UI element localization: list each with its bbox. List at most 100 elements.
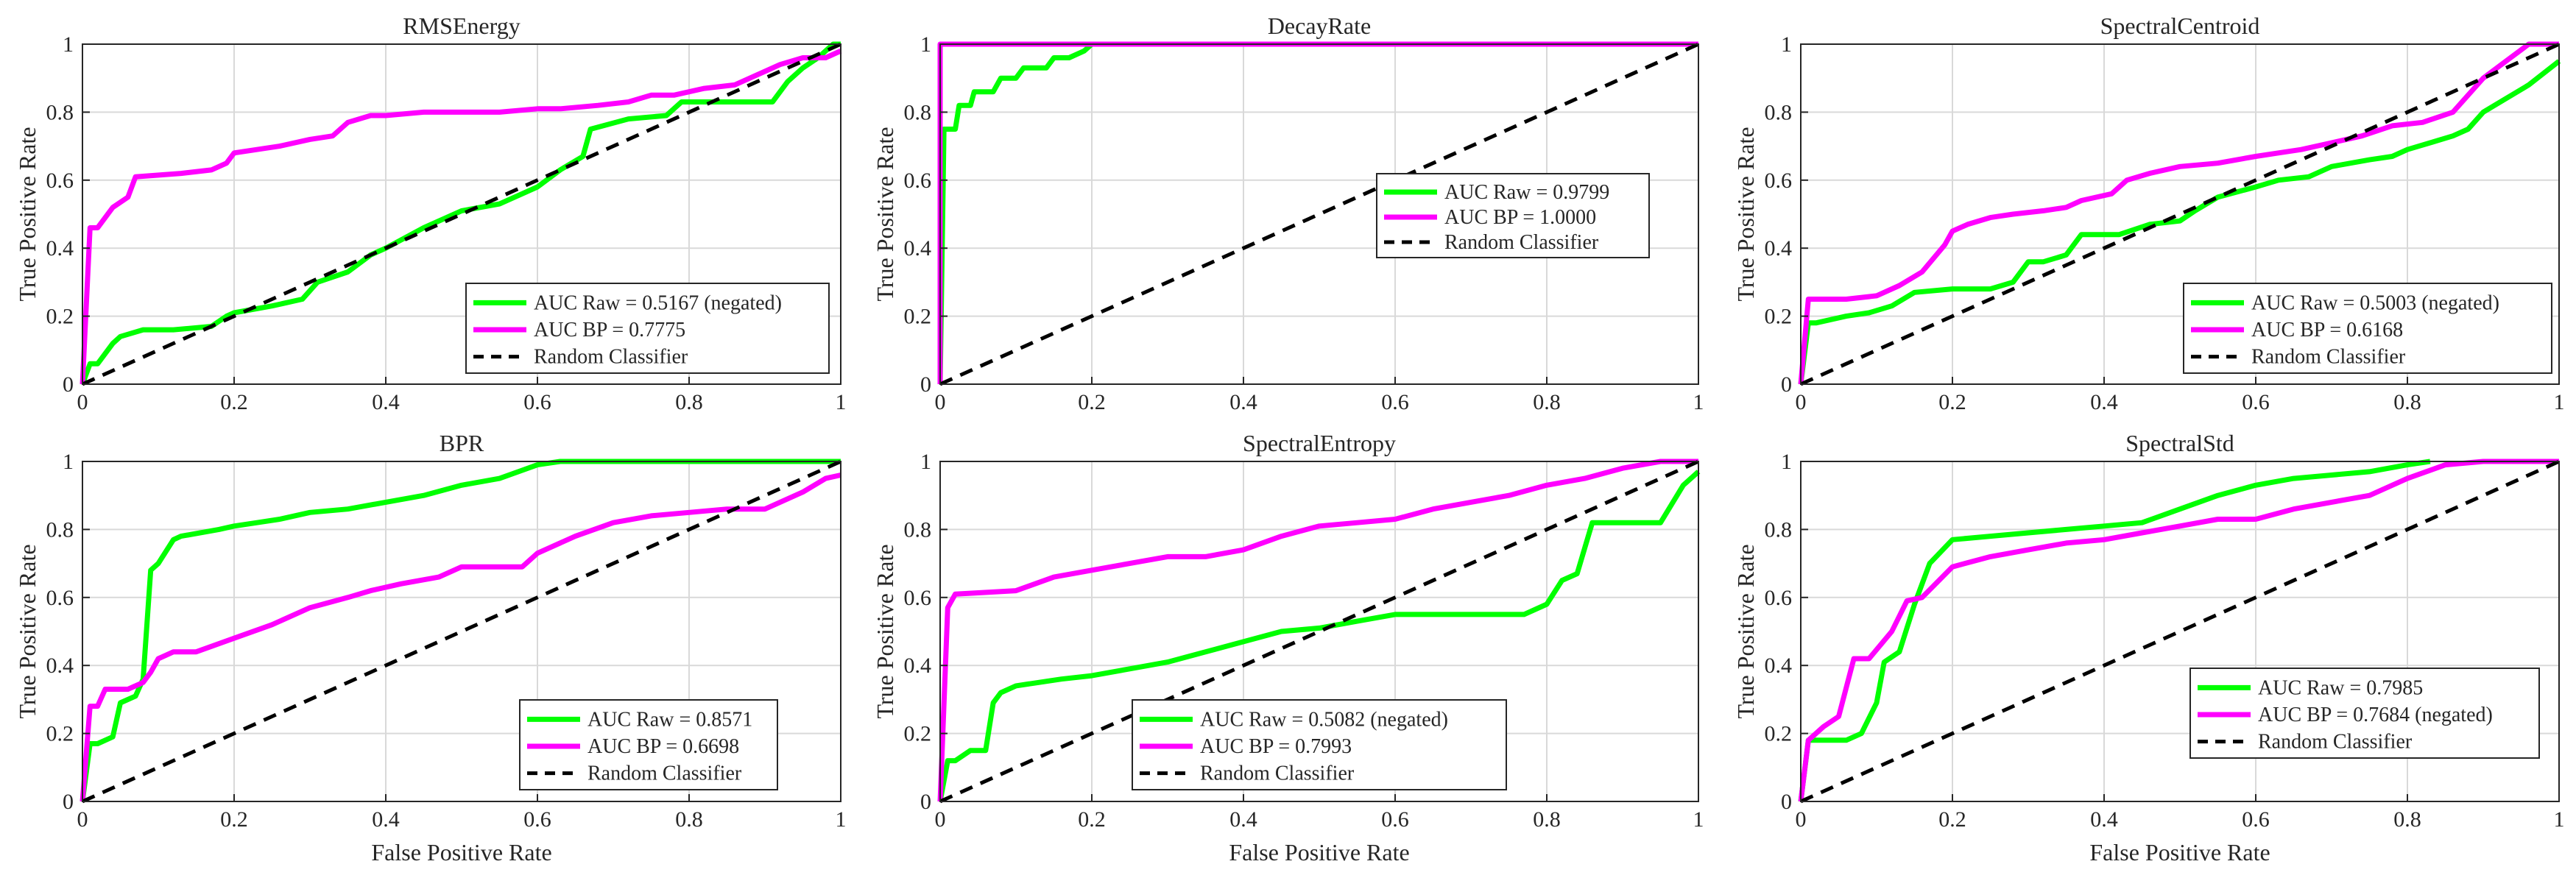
x-tick-label: 0.6 xyxy=(1381,390,1409,414)
legend-entry-2: Random Classifier xyxy=(2258,731,2413,754)
legend-entry-2: Random Classifier xyxy=(587,762,742,785)
axes-box xyxy=(82,461,841,802)
y-tick-label: 0.2 xyxy=(46,305,74,329)
series-line-1 xyxy=(1798,41,2559,385)
x-tick-label: 0 xyxy=(77,807,88,832)
x-tick-label: 0.6 xyxy=(2242,807,2270,832)
series-line-2 xyxy=(1799,459,2561,804)
legend-box xyxy=(465,283,830,374)
legend-entry-1: AUC BP = 0.7775 xyxy=(534,319,685,341)
y-axis-label: True Positive Rate xyxy=(1732,127,1759,301)
legend-entry-2: Random Classifier xyxy=(1444,231,1599,254)
x-tick-label: 0.8 xyxy=(1533,807,1561,832)
x-tick-label: 0 xyxy=(1796,807,1807,832)
y-tick-label: 0 xyxy=(920,372,931,397)
axes-box xyxy=(1800,461,2560,802)
legend-entry-1: AUC BP = 0.6168 xyxy=(2251,319,2403,341)
x-tick-label: 0.6 xyxy=(523,807,551,832)
x-tick-label: 0.8 xyxy=(675,807,703,832)
x-tick-label: 0 xyxy=(935,807,946,832)
series-line-0 xyxy=(937,42,1094,385)
series-line-1 xyxy=(80,472,841,802)
series-line-1 xyxy=(1798,459,2559,802)
x-tick-label: 0 xyxy=(935,390,946,414)
x-tick-label: 0.4 xyxy=(1229,807,1257,832)
x-tick-label: 0.2 xyxy=(1938,807,1966,832)
y-tick-label: 0.8 xyxy=(1765,517,1793,542)
legend: AUC Raw = 0.7985 AUC BP = 0.7684 (negated… xyxy=(2189,668,2540,759)
y-tick-label: 0.4 xyxy=(904,654,932,678)
legend: AUC Raw = 0.5167 (negated) AUC BP = 0.777… xyxy=(465,283,830,374)
x-tick-label: 0.4 xyxy=(1229,390,1257,414)
y-tick-label: 0.6 xyxy=(1765,586,1793,610)
y-tick-label: 1 xyxy=(63,450,74,474)
legend-entry-1: AUC BP = 0.7684 (negated) xyxy=(2258,704,2493,726)
axes-box xyxy=(939,461,1699,802)
legend-entry-0: AUC Raw = 0.7985 xyxy=(2258,676,2423,699)
axes-box xyxy=(939,43,1699,385)
x-tick-label: 0 xyxy=(77,390,88,414)
y-tick-label: 0 xyxy=(63,790,74,814)
x-tick-label: 0.4 xyxy=(372,807,400,832)
legend-box xyxy=(2183,283,2552,374)
x-tick-label: 0.8 xyxy=(1533,390,1561,414)
x-tick-label: 1 xyxy=(1693,390,1704,414)
y-axis-label: True Positive Rate xyxy=(14,544,40,718)
legend-entry-0: AUC Raw = 0.8571 xyxy=(587,708,752,731)
x-tick-label: 0.2 xyxy=(220,390,248,414)
x-axis-label: False Positive Rate xyxy=(371,839,551,865)
legend-entry-0: AUC Raw = 0.5003 (negated) xyxy=(2251,291,2499,314)
y-tick-label: 0.8 xyxy=(904,517,932,542)
chart-panel-3: 0 0.2 0.4 0.6 0.8 1 0 0.2 0.4 0.6 0.8 1 BPR True Posi… xyxy=(14,430,847,865)
legend-entry-1: AUC BP = 0.7993 xyxy=(1200,735,1352,758)
y-tick-label: 0.4 xyxy=(46,654,74,678)
x-tick-label: 0.6 xyxy=(2242,390,2270,414)
legend: AUC Raw = 0.5003 (negated) AUC BP = 0.616… xyxy=(2183,283,2552,374)
y-tick-label: 0 xyxy=(63,372,74,397)
y-tick-label: 0 xyxy=(1781,790,1792,814)
x-tick-label: 0.2 xyxy=(220,807,248,832)
series-line-2 xyxy=(939,42,1700,386)
chart-panel-5: 0 0.2 0.4 0.6 0.8 1 0 0.2 0.4 0.6 0.8 1 SpectralStd T… xyxy=(1732,430,2565,865)
legend-entry-1: AUC BP = 1.0000 xyxy=(1444,206,1596,229)
series-line-0 xyxy=(1798,59,2561,385)
y-tick-label: 0.6 xyxy=(904,586,932,610)
chart-title: DecayRate xyxy=(1268,13,1371,39)
y-tick-label: 1 xyxy=(920,450,931,474)
series-line-2 xyxy=(1799,42,2561,386)
x-tick-label: 0.6 xyxy=(1381,807,1409,832)
x-tick-label: 0.2 xyxy=(1078,807,1106,832)
y-axis-label: True Positive Rate xyxy=(1732,544,1759,718)
series-line-2 xyxy=(81,459,842,804)
series-line-0 xyxy=(80,41,841,386)
x-tick-label: 0.8 xyxy=(675,390,703,414)
y-axis-label: True Positive Rate xyxy=(872,127,898,301)
chart-title: SpectralCentroid xyxy=(2100,13,2260,39)
legend: AUC Raw = 0.5082 (negated) AUC BP = 0.799… xyxy=(1132,699,1507,790)
chart-panel-0: 0 0.2 0.4 0.6 0.8 1 0 0.2 0.4 0.6 0.8 1 RMSEnergy Tru… xyxy=(14,13,847,414)
y-tick-label: 0.2 xyxy=(1765,722,1793,746)
x-tick-label: 0.4 xyxy=(2090,390,2118,414)
y-axis-label: True Positive Rate xyxy=(872,544,898,718)
chart-title: SpectralEntropy xyxy=(1243,430,1396,456)
y-tick-label: 0 xyxy=(920,790,931,814)
x-tick-label: 0.2 xyxy=(1938,390,1966,414)
x-tick-label: 0 xyxy=(1796,390,1807,414)
x-tick-label: 1 xyxy=(836,807,847,832)
x-tick-label: 0.8 xyxy=(2393,390,2421,414)
y-tick-label: 0.2 xyxy=(46,722,74,746)
y-tick-label: 0.6 xyxy=(46,169,74,193)
y-tick-label: 0.8 xyxy=(1765,100,1793,124)
x-tick-label: 1 xyxy=(836,390,847,414)
y-tick-label: 0.6 xyxy=(1765,169,1793,193)
legend-entry-0: AUC Raw = 0.5167 (negated) xyxy=(534,291,782,314)
x-axis-label: False Positive Rate xyxy=(1229,839,1409,865)
legend: AUC Raw = 0.8571 AUC BP = 0.6698 Random Cl… xyxy=(519,699,778,790)
x-tick-label: 0.2 xyxy=(1078,390,1106,414)
y-tick-label: 1 xyxy=(1781,450,1792,474)
y-tick-label: 1 xyxy=(1781,32,1792,57)
y-tick-label: 0.8 xyxy=(904,100,932,124)
y-tick-label: 0.8 xyxy=(46,517,74,542)
